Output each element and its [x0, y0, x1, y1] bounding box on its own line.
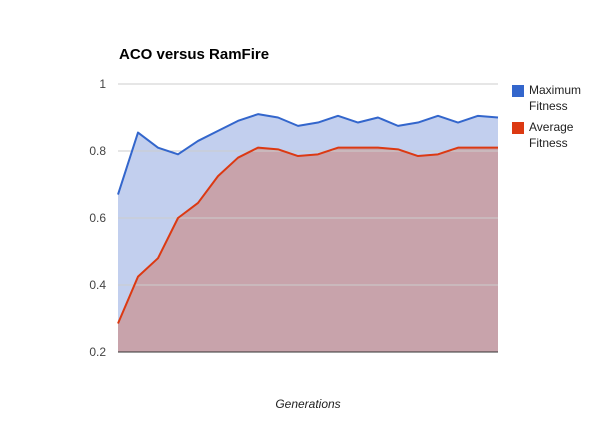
- legend: Maximum Fitness Average Fitness: [512, 82, 612, 156]
- y-tick-label: 1: [99, 77, 106, 91]
- legend-swatch-maximum-fitness: [512, 85, 524, 97]
- legend-label: Maximum Fitness: [529, 83, 582, 113]
- chart-title: ACO versus RamFire: [119, 46, 270, 63]
- series-areas: [118, 114, 498, 353]
- area-average-fitness: [118, 147, 498, 352]
- line-average-fitness: [117, 146, 498, 324]
- legend-item-maximum-fitness: Maximum Fitness: [512, 82, 612, 118]
- y-tick-label: 0.4: [89, 278, 106, 292]
- x-axis-label: Generations: [275, 397, 341, 411]
- series-lines: [117, 113, 499, 324]
- legend-item-average-fitness: Average Fitness: [512, 119, 612, 155]
- y-tick-label: 0.2: [89, 345, 106, 359]
- y-tick-label: 0.8: [89, 144, 106, 158]
- legend-swatch-average-fitness: [512, 122, 524, 134]
- legend-label: Average Fitness: [529, 120, 574, 150]
- y-tick-label: 0.6: [89, 211, 106, 225]
- line-maximum-fitness: [117, 113, 499, 195]
- axes: 0.2 0.4 0.6 0.8 1: [89, 77, 498, 359]
